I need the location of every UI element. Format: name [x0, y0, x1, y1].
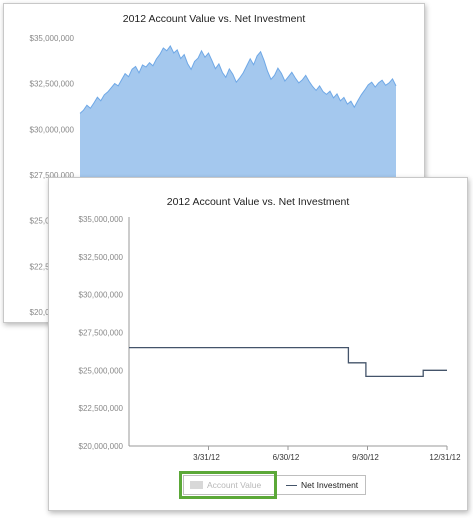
front-chart-panel: 2012 Account Value vs. Net Investment $3…	[48, 177, 468, 511]
x-tick-label: 9/30/12	[352, 453, 379, 462]
legend-item-net-investment[interactable]: Net Investment	[286, 476, 358, 494]
y-tick-label: $27,500,000	[79, 329, 124, 338]
y-tick-label: $30,000,000	[30, 125, 75, 134]
y-tick-label: $27,500,000	[30, 171, 75, 180]
legend-label-net-investment: Net Investment	[301, 480, 359, 490]
y-tick-label: $35,000,000	[79, 215, 124, 224]
y-tick-label: $32,500,000	[79, 253, 124, 262]
y-tick-label: $20,000,000	[79, 442, 124, 451]
y-tick-label: $30,000,000	[79, 291, 124, 300]
front-chart-plot: $35,000,000 $32,500,000 $30,000,000 $27,500…	[79, 215, 462, 462]
x-tick-label: 6/30/12	[273, 453, 300, 462]
account-value-line	[79, 45, 397, 114]
account-value-swatch-icon	[190, 481, 203, 489]
y-tick-label: $25,000,000	[79, 366, 124, 375]
y-tick-label: $35,000,000	[30, 34, 75, 43]
front-chart-title: 2012 Account Value vs. Net Investment	[166, 196, 350, 208]
legend-label-account-value: Account Value	[207, 480, 262, 490]
x-tick-label: 12/31/12	[429, 453, 461, 462]
net-investment-line	[129, 346, 447, 378]
x-tick-label: 3/31/12	[193, 453, 220, 462]
net-investment-swatch-icon	[286, 484, 297, 486]
y-tick-label: $32,500,000	[30, 80, 75, 89]
legend-item-account-value[interactable]: Account Value	[190, 476, 261, 494]
back-chart-title: 2012 Account Value vs. Net Investment	[122, 13, 306, 25]
y-tick-label: $22,500,000	[79, 404, 124, 413]
legend-highlight-frame	[179, 471, 277, 499]
